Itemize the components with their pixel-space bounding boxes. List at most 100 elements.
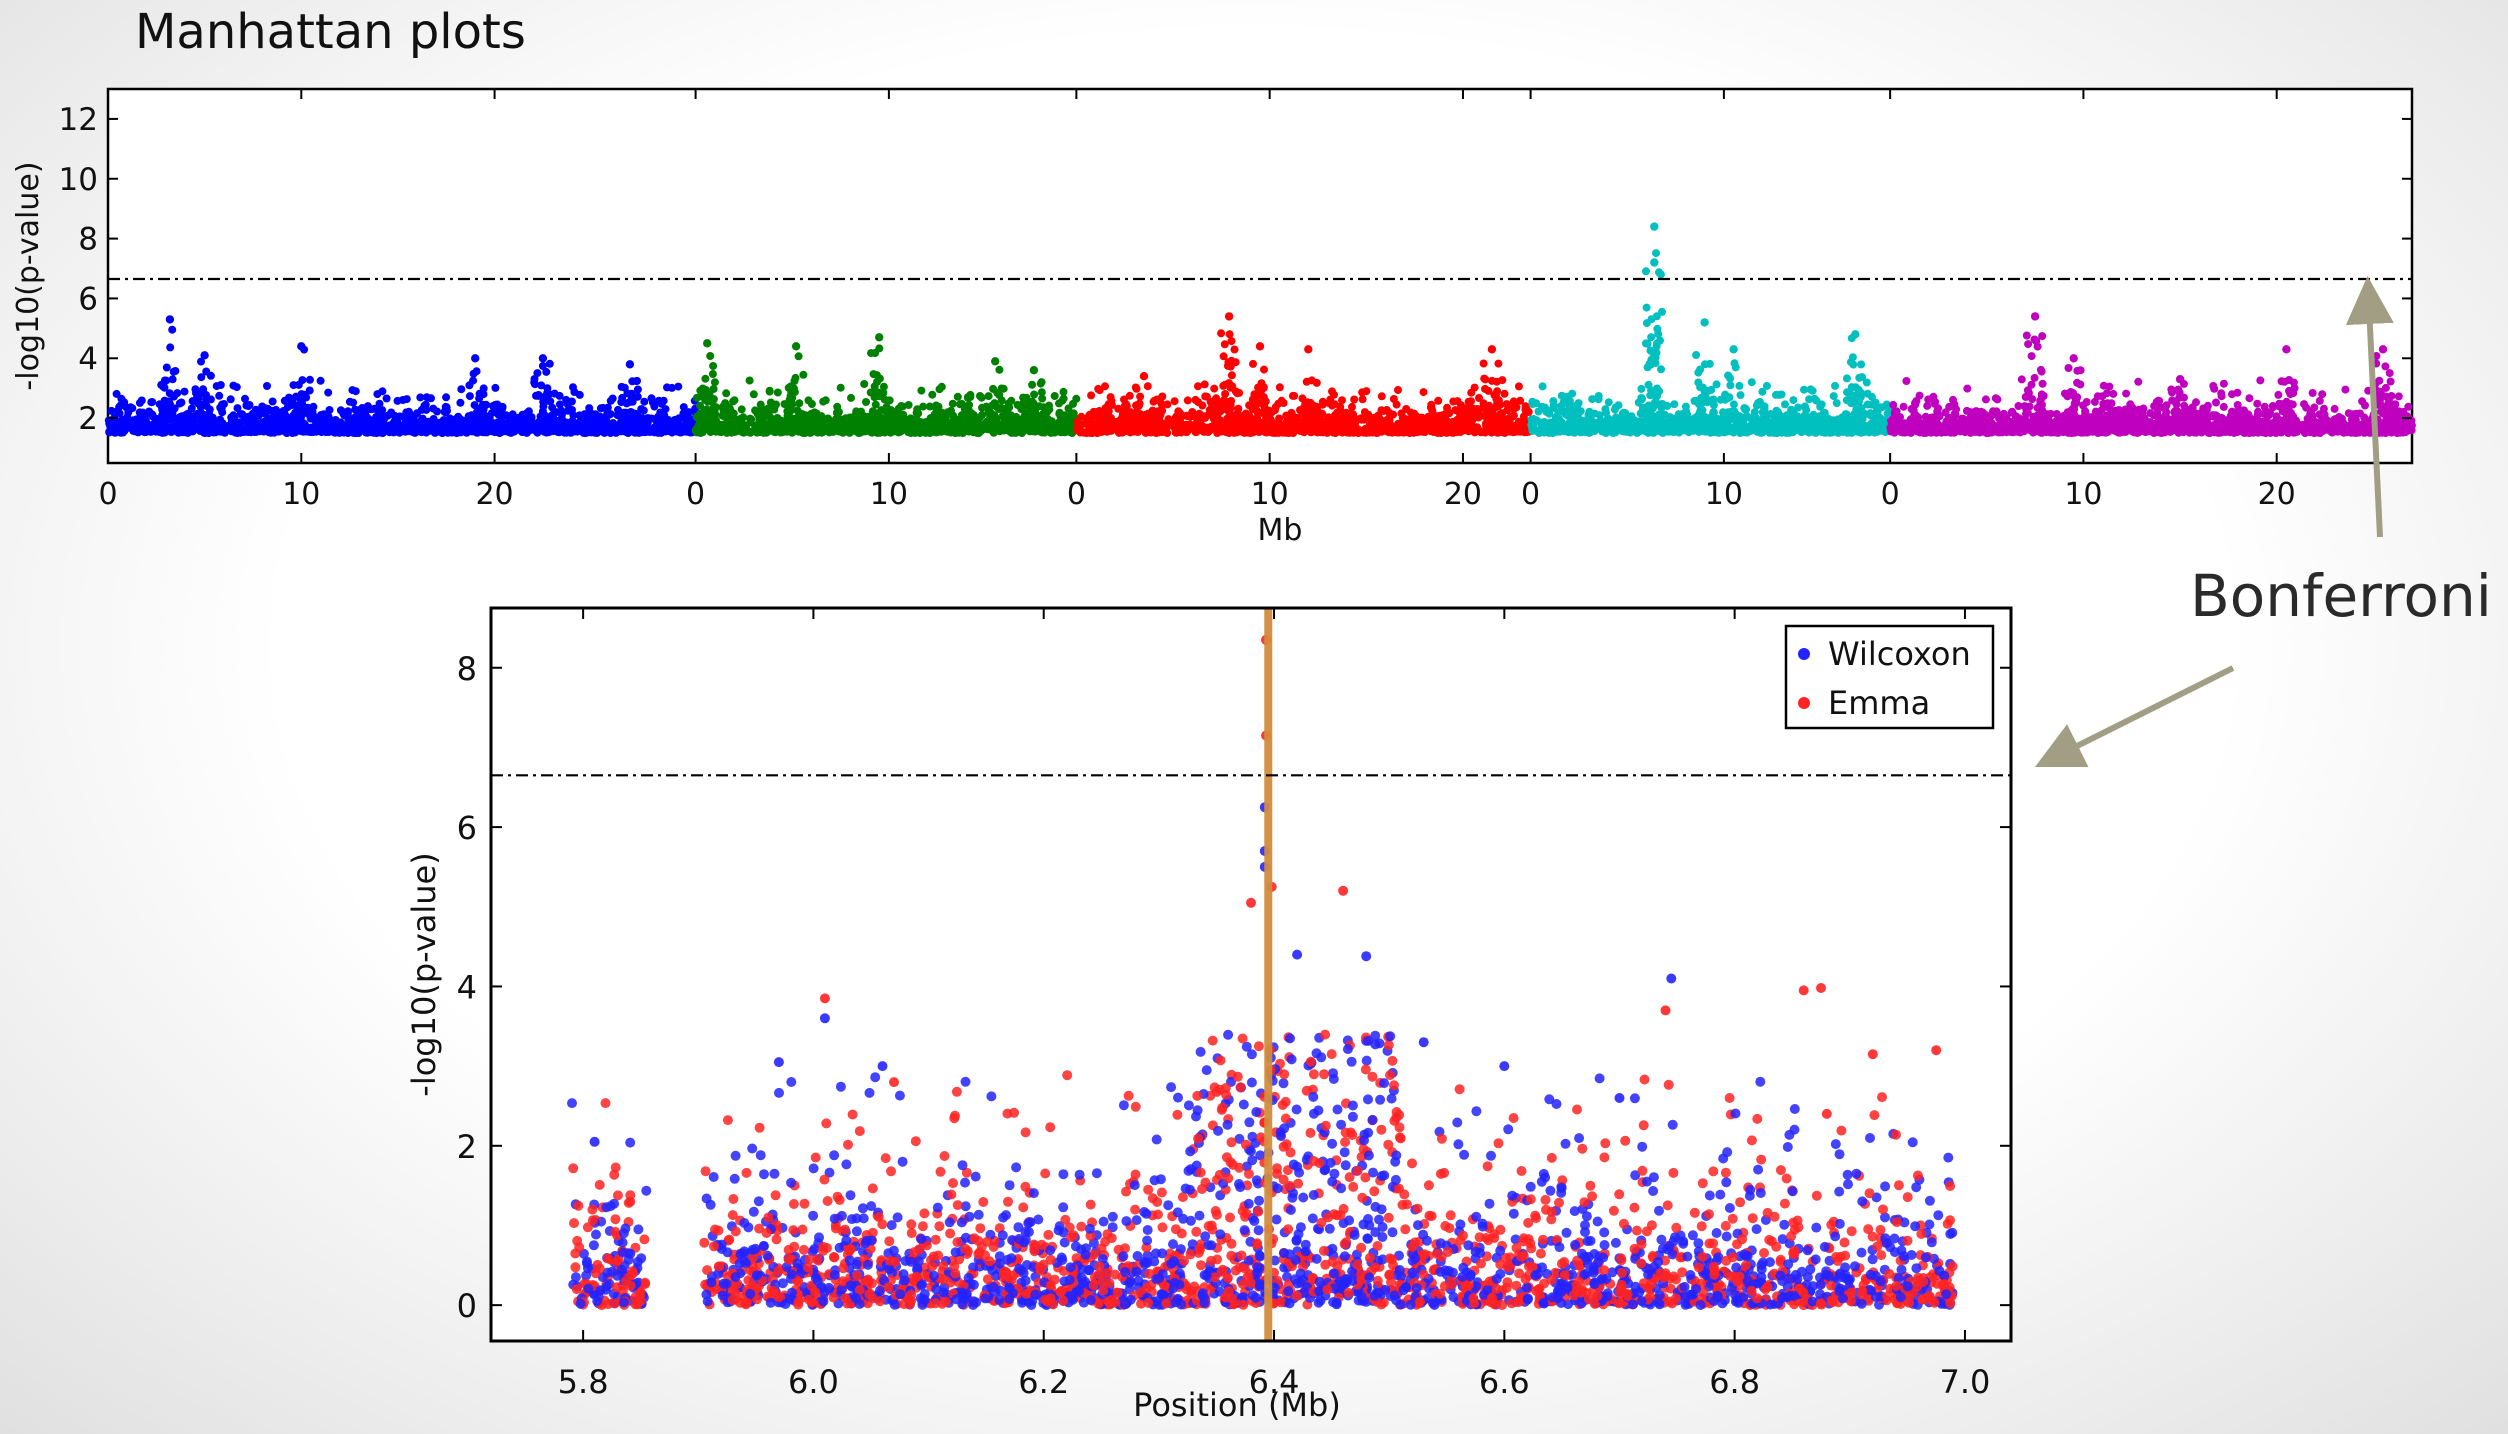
data-point xyxy=(232,426,241,435)
data-point xyxy=(679,403,688,412)
data-point xyxy=(548,403,557,412)
data-point xyxy=(845,413,854,422)
data-point xyxy=(1059,387,1068,396)
data-point xyxy=(965,400,974,409)
data-point xyxy=(1479,359,1488,368)
data-point xyxy=(1519,412,1528,421)
data-point xyxy=(493,418,502,427)
data-point xyxy=(218,408,227,417)
data-point xyxy=(1337,423,1346,432)
data-point xyxy=(469,376,478,385)
data-point xyxy=(1194,398,1203,407)
data-point xyxy=(1805,395,1814,404)
data-point xyxy=(640,397,649,406)
data-point xyxy=(1304,403,1313,412)
data-point xyxy=(443,406,451,415)
data-point xyxy=(799,370,808,379)
data-point xyxy=(1069,409,1078,418)
data-point xyxy=(539,425,548,434)
data-point xyxy=(987,413,995,422)
data-point xyxy=(1274,399,1283,408)
data-point xyxy=(408,418,417,427)
data-point xyxy=(143,420,152,429)
data-point xyxy=(739,413,748,422)
data-point xyxy=(1352,424,1361,433)
data-point xyxy=(1085,422,1094,431)
data-point xyxy=(570,388,579,396)
data-point xyxy=(585,404,594,413)
data-point xyxy=(779,428,788,436)
data-point xyxy=(1280,427,1289,436)
data-point xyxy=(633,376,641,385)
data-point xyxy=(810,425,819,434)
data-point xyxy=(398,396,407,404)
data-point xyxy=(216,381,225,389)
data-point xyxy=(489,402,497,410)
data-point xyxy=(1087,391,1096,400)
data-point xyxy=(1230,345,1239,354)
data-point xyxy=(1434,396,1443,405)
data-point xyxy=(718,403,727,412)
data-point xyxy=(301,403,310,412)
data-point xyxy=(538,362,547,370)
data-point xyxy=(1153,395,1161,404)
data-point xyxy=(539,397,548,406)
data-point xyxy=(233,404,242,413)
data-point xyxy=(1136,392,1145,401)
data-point xyxy=(1709,395,1718,404)
data-point xyxy=(989,424,998,433)
data-point xyxy=(795,399,804,408)
manhattan-plot-genome-wide: 0 10 20 0 10 0 10 20 0 10 0 10 2024681012Mb-log10(p-… xyxy=(11,87,2416,548)
data-point xyxy=(894,404,903,413)
peak-point xyxy=(1304,345,1313,354)
data-point xyxy=(869,370,878,379)
data-point xyxy=(1290,391,1299,400)
data-point xyxy=(1225,330,1234,339)
data-point xyxy=(465,421,474,430)
data-point xyxy=(1060,426,1069,435)
data-point xyxy=(1203,425,1211,434)
data-point xyxy=(226,395,235,404)
data-point xyxy=(1036,379,1045,388)
data-point xyxy=(1394,386,1402,394)
data-point xyxy=(327,416,336,425)
data-point xyxy=(1495,423,1504,431)
data-point xyxy=(1227,397,1236,405)
data-point xyxy=(1253,414,1261,423)
data-point xyxy=(282,428,291,437)
data-point xyxy=(1014,427,1023,436)
data-point xyxy=(772,400,780,409)
data-point xyxy=(343,409,352,418)
data-point xyxy=(896,415,905,423)
data-point xyxy=(1259,407,1268,416)
data-point xyxy=(1175,409,1184,418)
data-point xyxy=(205,405,214,414)
data-point xyxy=(248,409,257,418)
data-point xyxy=(1227,371,1236,380)
data-point xyxy=(701,374,710,383)
data-point xyxy=(196,403,205,411)
data-point xyxy=(1103,414,1112,423)
data-point xyxy=(1275,420,1284,429)
data-point xyxy=(618,393,627,402)
data-point xyxy=(1380,417,1389,426)
data-point xyxy=(822,415,831,424)
data-point xyxy=(1508,412,1517,421)
data-point xyxy=(1540,403,1549,412)
data-point xyxy=(1075,423,1084,431)
data-point xyxy=(783,411,792,420)
data-point xyxy=(1307,423,1316,431)
data-point xyxy=(1219,381,1228,390)
data-point xyxy=(263,382,271,390)
data-point xyxy=(1358,388,1367,397)
data-point xyxy=(706,352,715,360)
data-point xyxy=(1549,401,1558,410)
data-point xyxy=(661,405,670,414)
data-point xyxy=(1043,407,1052,416)
data-point xyxy=(803,422,812,431)
data-point xyxy=(1256,389,1265,398)
data-point xyxy=(1298,394,1307,403)
data-point xyxy=(314,422,323,431)
data-point xyxy=(1350,395,1359,404)
data-point xyxy=(522,426,531,435)
